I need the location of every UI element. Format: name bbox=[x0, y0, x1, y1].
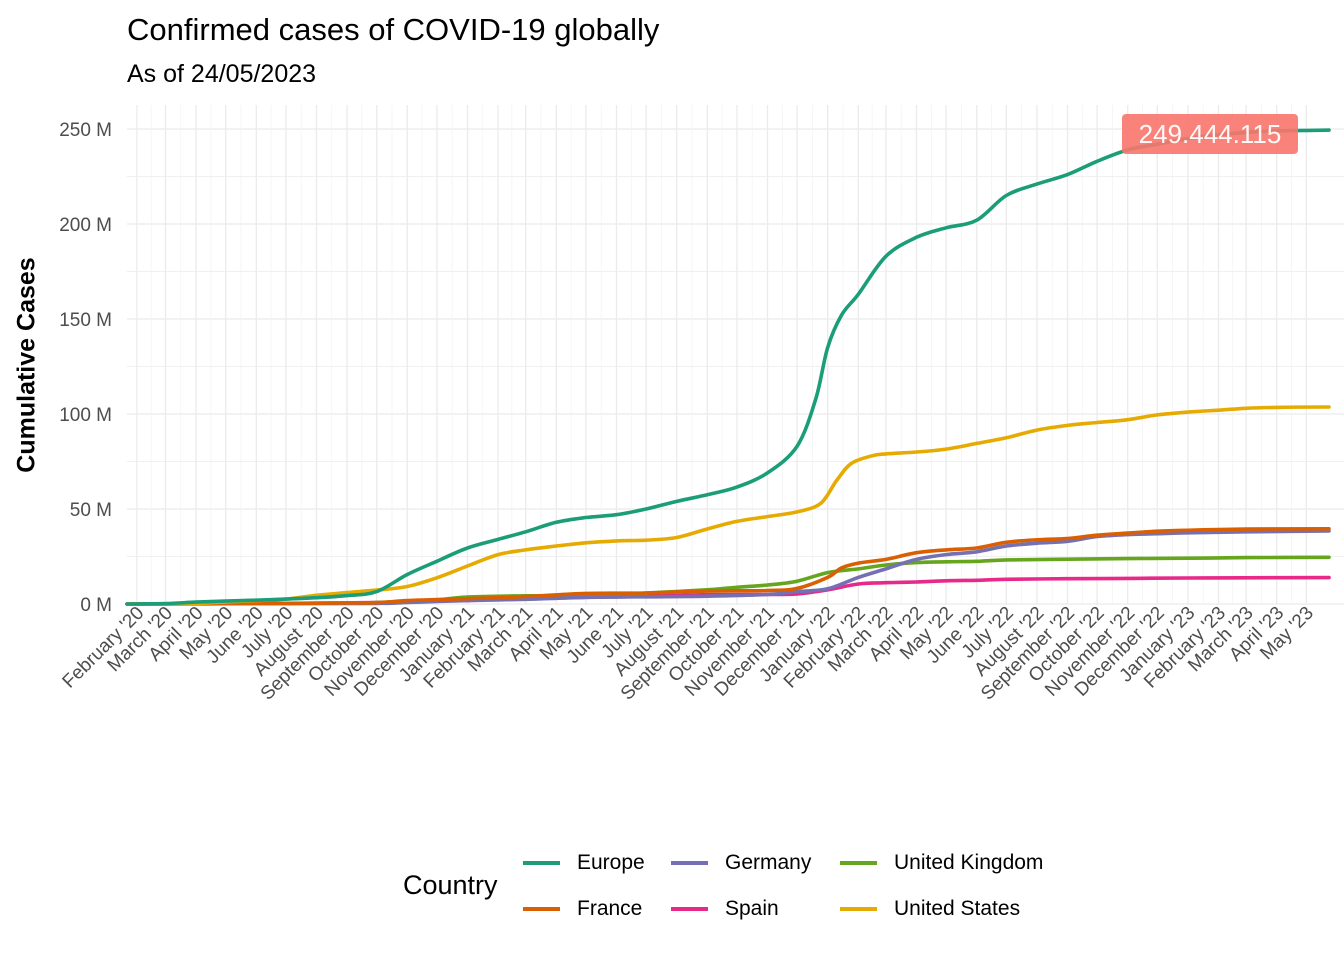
legend-key-germany bbox=[671, 861, 708, 865]
legend-key-united-states bbox=[840, 907, 877, 911]
legend-key-spain bbox=[671, 907, 708, 911]
legend-label-germany: Germany bbox=[725, 851, 812, 874]
series-lines bbox=[125, 128, 1331, 606]
legend-item-united-kingdom: United Kingdom bbox=[840, 851, 1043, 875]
annotation-label: 249.444.115 bbox=[1139, 119, 1282, 149]
legend-item-france: France bbox=[523, 897, 642, 921]
y-tick-label: 100 M bbox=[59, 405, 112, 426]
legend-item-spain: Spain bbox=[671, 897, 779, 921]
legend-label-united-kingdom: United Kingdom bbox=[894, 851, 1044, 874]
y-axis-label: Cumulative Cases bbox=[12, 257, 41, 473]
y-tick-label: 50 M bbox=[70, 500, 112, 521]
last-value-annotation: 249.444.115 bbox=[1122, 114, 1298, 154]
series-line-united-states bbox=[125, 405, 1331, 606]
grid bbox=[127, 105, 1344, 605]
legend-label-france: France bbox=[577, 897, 643, 920]
legend-item-germany: Germany bbox=[671, 851, 811, 875]
series-line-france bbox=[125, 527, 1331, 606]
legend-key-united-kingdom bbox=[840, 861, 877, 865]
series-line-europe bbox=[125, 128, 1331, 606]
chart-subtitle: As of 24/05/2023 bbox=[127, 60, 317, 88]
y-tick-label: 200 M bbox=[59, 215, 112, 236]
legend-key-europe bbox=[523, 861, 560, 865]
annotation-box bbox=[1122, 114, 1298, 154]
legend-key-france bbox=[523, 907, 560, 911]
legend-label-united-states: United States bbox=[894, 897, 1021, 920]
y-tick-label: 0 M bbox=[80, 595, 112, 616]
legend-item-united-states: United States bbox=[840, 897, 1020, 921]
y-axis-ticks: 0 M 50 M 100 M 150 M 200 M 250 M bbox=[59, 120, 112, 616]
legend-title: Country bbox=[403, 870, 498, 900]
y-tick-label: 250 M bbox=[59, 120, 112, 141]
chart-title: Confirmed cases of COVID-19 globally bbox=[127, 12, 660, 47]
y-tick-label: 150 M bbox=[59, 310, 112, 331]
legend-label-spain: Spain bbox=[725, 897, 779, 920]
legend-item-europe: Europe bbox=[523, 851, 645, 875]
legend-label-europe: Europe bbox=[577, 851, 645, 874]
